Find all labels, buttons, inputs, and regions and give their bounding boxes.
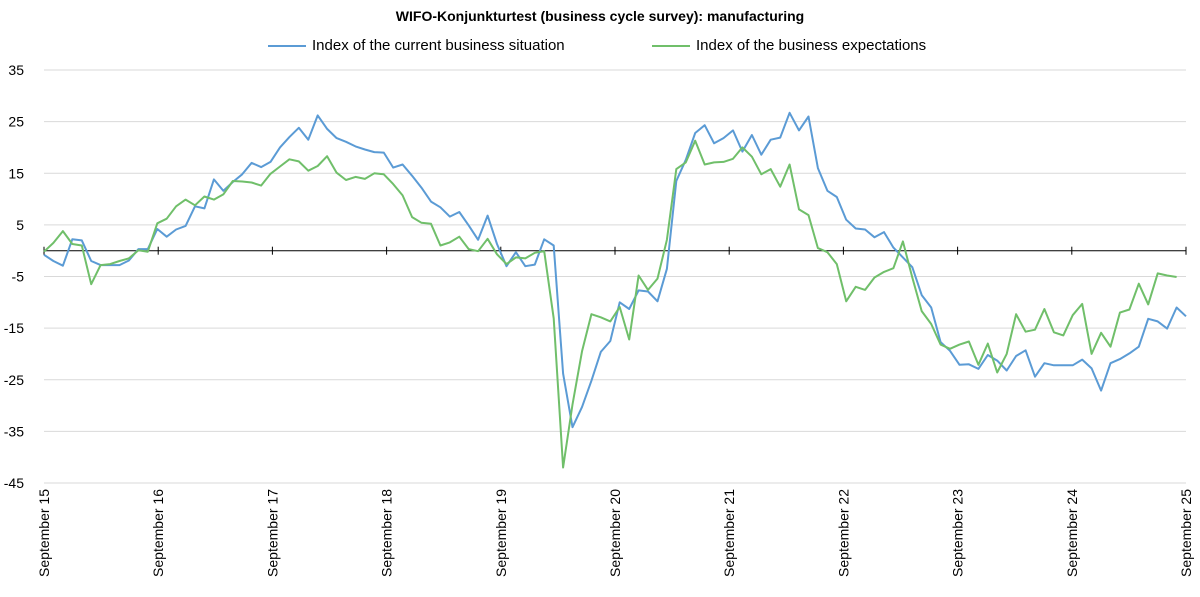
legend-label-expectations: Index of the business expectations — [696, 37, 927, 54]
legend-swatch-expectations — [652, 44, 690, 47]
legend-item-expectations: Index of the business expectations — [652, 37, 926, 54]
x-tick-label: September 25 — [1178, 489, 1194, 577]
y-tick-label: 5 — [16, 217, 24, 233]
legend-item-current-situation: Index of the current business situation — [268, 37, 565, 54]
x-tick-label: September 19 — [493, 489, 509, 577]
x-tick-label: September 17 — [264, 489, 280, 577]
y-tick-label: 35 — [8, 62, 24, 78]
x-tick-label: September 21 — [721, 489, 737, 577]
x-tick-label: September 23 — [950, 489, 966, 577]
series-line-expectations — [43, 139, 1177, 469]
y-tick-label: -25 — [4, 372, 24, 388]
y-tick-label: -45 — [4, 475, 24, 491]
y-tick-label: 25 — [8, 114, 24, 130]
y-tick-label: -5 — [12, 269, 25, 285]
y-tick-label: 15 — [8, 165, 24, 181]
x-tick-label: September 22 — [835, 489, 851, 577]
x-tick-label: September 16 — [150, 489, 166, 577]
legend-swatch-current-situation — [268, 44, 306, 47]
legend: Index of the current business situation … — [0, 37, 1200, 57]
x-tick-label: September 24 — [1064, 489, 1080, 577]
chart-title: WIFO-Konjunkturtest (business cycle surv… — [395, 8, 805, 24]
x-tick-label: September 15 — [36, 489, 52, 577]
legend-label-current-situation: Index of the current business situation — [312, 37, 565, 54]
y-tick-label: -15 — [4, 320, 24, 336]
y-tick-label: -35 — [4, 423, 24, 439]
x-tick-label: September 20 — [607, 489, 623, 577]
x-tick-label: September 18 — [379, 489, 395, 577]
